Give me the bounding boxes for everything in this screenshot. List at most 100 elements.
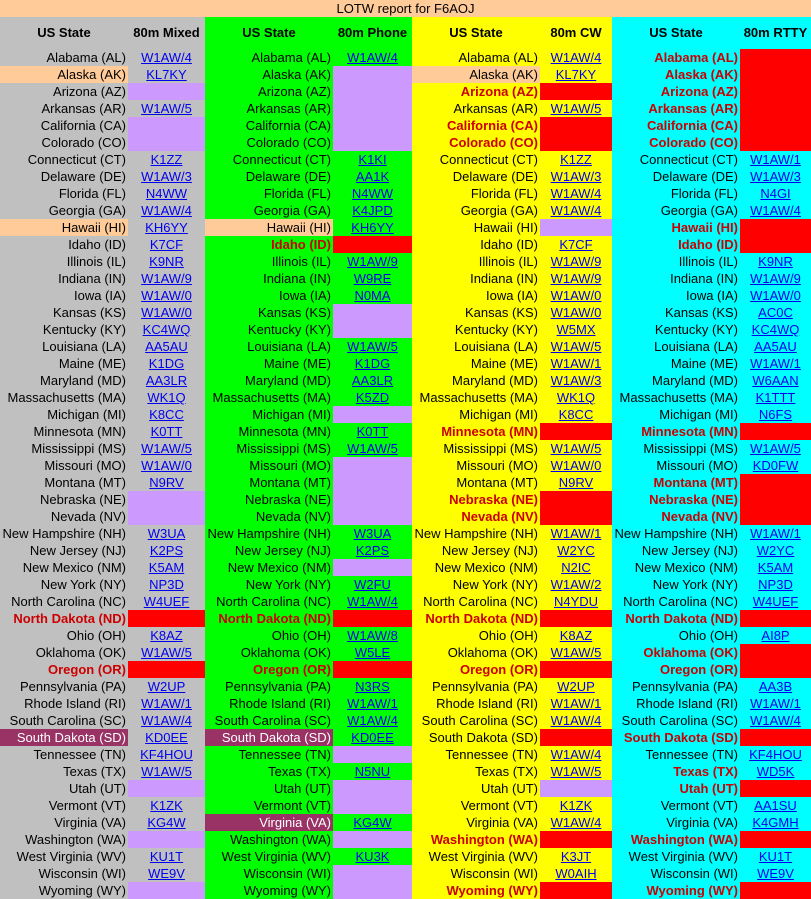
callsign-link[interactable]: KC4WQ xyxy=(128,321,205,338)
callsign-link[interactable]: W1AW/9 xyxy=(540,270,612,287)
callsign-link[interactable]: AC0C xyxy=(740,304,811,321)
callsign-link[interactable]: W5MX xyxy=(540,321,612,338)
callsign-link[interactable]: W1AW/4 xyxy=(128,712,205,729)
callsign-link[interactable]: W1AW/9 xyxy=(333,253,412,270)
callsign-link[interactable]: K7CF xyxy=(540,236,612,253)
callsign-link[interactable]: W1AW/4 xyxy=(540,185,612,202)
callsign-link[interactable]: N9RV xyxy=(128,474,205,491)
callsign-link[interactable]: NP3D xyxy=(128,576,205,593)
callsign-link[interactable]: W1AW/3 xyxy=(740,168,811,185)
callsign-link[interactable]: KG4W xyxy=(333,814,412,831)
callsign-link[interactable]: W1AW/8 xyxy=(333,627,412,644)
callsign-link[interactable]: N9RV xyxy=(540,474,612,491)
callsign-link[interactable]: W3UA xyxy=(128,525,205,542)
callsign-link[interactable]: KD0EE xyxy=(128,729,205,746)
callsign-link[interactable]: WK1Q xyxy=(128,389,205,406)
callsign-link[interactable]: K3JT xyxy=(540,848,612,865)
callsign-link[interactable]: W4UEF xyxy=(740,593,811,610)
callsign-link[interactable]: W1AW/5 xyxy=(540,338,612,355)
callsign-link[interactable]: W1AW/3 xyxy=(540,168,612,185)
callsign-link[interactable]: K8AZ xyxy=(540,627,612,644)
callsign-link[interactable]: KU3K xyxy=(333,848,412,865)
callsign-link[interactable]: W1AW/5 xyxy=(128,644,205,661)
callsign-link[interactable]: KL7KY xyxy=(128,66,205,83)
callsign-link[interactable]: K1ZK xyxy=(128,797,205,814)
callsign-link[interactable]: W1AW/0 xyxy=(128,287,205,304)
callsign-link[interactable]: W1AW/1 xyxy=(540,355,612,372)
callsign-link[interactable]: K5AM xyxy=(740,559,811,576)
callsign-link[interactable]: W1AW/3 xyxy=(540,372,612,389)
callsign-link[interactable]: N4WW xyxy=(333,185,412,202)
callsign-link[interactable]: W1AW/4 xyxy=(128,202,205,219)
callsign-link[interactable]: KG4W xyxy=(128,814,205,831)
callsign-link[interactable]: K2PS xyxy=(128,542,205,559)
callsign-link[interactable]: K1ZZ xyxy=(540,151,612,168)
callsign-link[interactable]: W1AW/1 xyxy=(540,695,612,712)
callsign-link[interactable]: N4WW xyxy=(128,185,205,202)
callsign-link[interactable]: N4YDU xyxy=(540,593,612,610)
callsign-link[interactable]: W2FU xyxy=(333,576,412,593)
callsign-link[interactable]: W1AW/5 xyxy=(128,763,205,780)
callsign-link[interactable]: K4GMH xyxy=(740,814,811,831)
callsign-link[interactable]: W1AW/4 xyxy=(540,814,612,831)
callsign-link[interactable]: W1AW/1 xyxy=(333,695,412,712)
callsign-link[interactable]: W1AW/4 xyxy=(540,746,612,763)
callsign-link[interactable]: W1AW/1 xyxy=(740,151,811,168)
callsign-link[interactable]: W1AW/4 xyxy=(540,712,612,729)
callsign-link[interactable]: W1AW/5 xyxy=(128,100,205,117)
callsign-link[interactable]: W1AW/4 xyxy=(540,49,612,66)
callsign-link[interactable]: K1KI xyxy=(333,151,412,168)
callsign-link[interactable]: W1AW/0 xyxy=(540,457,612,474)
callsign-link[interactable]: W1AW/1 xyxy=(540,525,612,542)
callsign-link[interactable]: W1AW/9 xyxy=(128,270,205,287)
callsign-link[interactable]: KD0FW xyxy=(740,457,811,474)
callsign-link[interactable]: AA1SU xyxy=(740,797,811,814)
callsign-link[interactable]: W1AW/4 xyxy=(333,712,412,729)
callsign-link[interactable]: W1AW/5 xyxy=(540,100,612,117)
callsign-link[interactable]: KU1T xyxy=(128,848,205,865)
callsign-link[interactable]: W3UA xyxy=(333,525,412,542)
callsign-link[interactable]: W2YC xyxy=(740,542,811,559)
callsign-link[interactable]: W1AW/5 xyxy=(540,440,612,457)
callsign-link[interactable]: W1AW/4 xyxy=(740,712,811,729)
callsign-link[interactable]: K9NR xyxy=(128,253,205,270)
callsign-link[interactable]: AA3LR xyxy=(128,372,205,389)
callsign-link[interactable]: KF4HOU xyxy=(128,746,205,763)
callsign-link[interactable]: W1AW/1 xyxy=(740,525,811,542)
callsign-link[interactable]: K4JPD xyxy=(333,202,412,219)
callsign-link[interactable]: N6FS xyxy=(740,406,811,423)
callsign-link[interactable]: W1AW/1 xyxy=(740,695,811,712)
callsign-link[interactable]: W2UP xyxy=(540,678,612,695)
callsign-link[interactable]: K2PS xyxy=(333,542,412,559)
callsign-link[interactable]: W1AW/4 xyxy=(540,202,612,219)
callsign-link[interactable]: W1AW/1 xyxy=(128,695,205,712)
callsign-link[interactable]: W1AW/0 xyxy=(540,304,612,321)
callsign-link[interactable]: KD0EE xyxy=(333,729,412,746)
callsign-link[interactable]: W1AW/0 xyxy=(740,287,811,304)
callsign-link[interactable]: K9NR xyxy=(740,253,811,270)
callsign-link[interactable]: AA5AU xyxy=(740,338,811,355)
callsign-link[interactable]: K1TTT xyxy=(740,389,811,406)
callsign-link[interactable]: WK1Q xyxy=(540,389,612,406)
callsign-link[interactable]: WE9V xyxy=(740,865,811,882)
callsign-link[interactable]: AA1K xyxy=(333,168,412,185)
callsign-link[interactable]: W1AW/5 xyxy=(540,644,612,661)
callsign-link[interactable]: AA5AU xyxy=(128,338,205,355)
callsign-link[interactable]: K0TT xyxy=(128,423,205,440)
callsign-link[interactable]: N2IC xyxy=(540,559,612,576)
callsign-link[interactable]: W1AW/4 xyxy=(128,49,205,66)
callsign-link[interactable]: K8AZ xyxy=(128,627,205,644)
callsign-link[interactable]: W1AW/1 xyxy=(740,355,811,372)
callsign-link[interactable]: W4UEF xyxy=(128,593,205,610)
callsign-link[interactable]: W0AIH xyxy=(540,865,612,882)
callsign-link[interactable]: K5AM xyxy=(128,559,205,576)
callsign-link[interactable]: WD5K xyxy=(740,763,811,780)
callsign-link[interactable]: W1AW/0 xyxy=(128,304,205,321)
callsign-link[interactable]: K5ZD xyxy=(333,389,412,406)
callsign-link[interactable]: KH6YY xyxy=(333,219,412,236)
callsign-link[interactable]: KL7KY xyxy=(540,66,612,83)
callsign-link[interactable]: W5LE xyxy=(333,644,412,661)
callsign-link[interactable]: K0TT xyxy=(333,423,412,440)
callsign-link[interactable]: N3RS xyxy=(333,678,412,695)
callsign-link[interactable]: W1AW/5 xyxy=(540,763,612,780)
